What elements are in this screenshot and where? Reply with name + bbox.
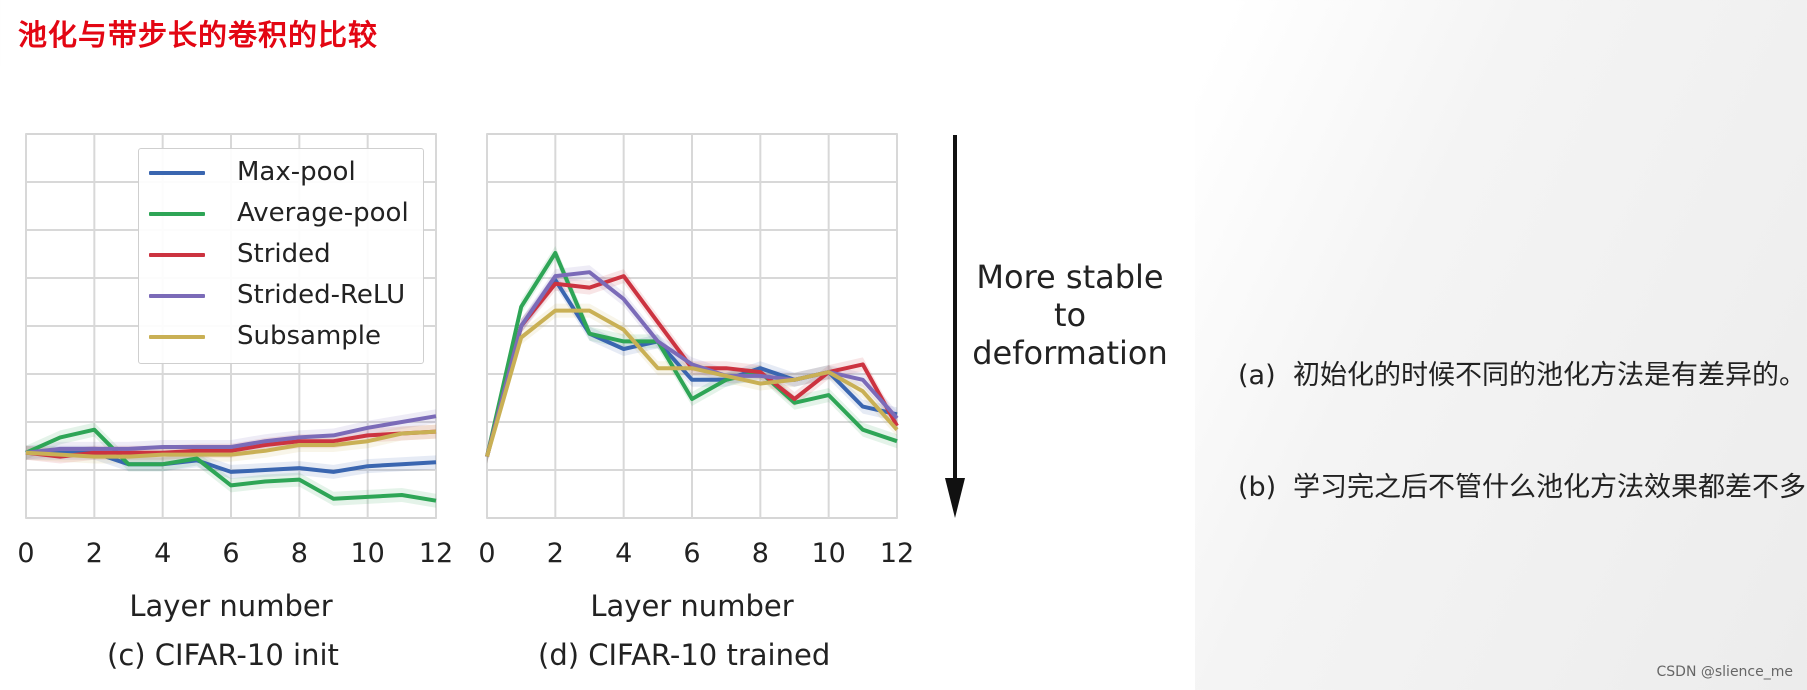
series-line-subsample <box>25 429 437 459</box>
series-band <box>487 272 897 464</box>
legend-swatch-strided <box>149 253 205 257</box>
x-tick-label: 2 <box>547 538 564 569</box>
x-tick-label: 12 <box>419 538 453 569</box>
chart-d-caption: (d) CIFAR-10 trained <box>538 638 831 672</box>
series-line-average-pool <box>485 251 898 458</box>
page-title: 池化与带步长的卷积的比较 <box>18 18 379 52</box>
x-tick-label: 4 <box>154 538 171 569</box>
legend-swatch-strided-relu <box>149 294 205 298</box>
series-band <box>487 246 897 464</box>
legend-label: Strided <box>237 239 331 269</box>
arrow-label-line: to <box>1053 296 1087 334</box>
note-b: (b) 学习完之后不管什么池化方法效果都差不多。 <box>1238 470 1807 550</box>
note-a: (a) 初始化的时候不同的池化方法是有差异的。 <box>1238 358 1807 438</box>
legend-label: Average-pool <box>237 198 409 228</box>
series-line-subsample <box>485 308 899 458</box>
legend-swatch-max-pool <box>149 171 205 175</box>
x-tick-label: 10 <box>350 538 384 569</box>
arrow-label-line: More stable <box>976 258 1164 296</box>
x-tick-label: 8 <box>291 538 308 569</box>
legend-label: Max-pool <box>237 157 356 187</box>
series-band <box>26 422 436 508</box>
x-tick-label: 2 <box>86 538 103 569</box>
arrow-label-line: deformation <box>972 334 1168 372</box>
note-text: 学习完之后不管什么池化方法效果都差不多。 <box>1293 472 1807 503</box>
stability-arrow <box>945 135 965 518</box>
series-line-strided-relu <box>25 414 437 455</box>
x-tick-label: 6 <box>683 538 700 569</box>
chart-d-trained: 0 2 4 6 8 10 12 Layer number <box>478 133 914 623</box>
legend-label: Subsample <box>237 321 382 351</box>
note-label: (b) <box>1238 472 1277 503</box>
x-tick-label: 10 <box>811 538 845 569</box>
series-line-average-pool <box>25 427 437 503</box>
x-tick-label: 4 <box>615 538 632 569</box>
note-text: 初始化的时候不同的池化方法是有差异的。 <box>1293 360 1806 391</box>
note-label: (a) <box>1238 360 1276 391</box>
legend-swatch-subsample <box>149 335 205 339</box>
chart-c-caption: (c) CIFAR-10 init <box>107 638 339 672</box>
x-tick-label: 12 <box>880 538 914 569</box>
x-tick-label: 8 <box>752 538 769 569</box>
x-tick-label: 0 <box>478 538 495 569</box>
x-axis-label: Layer number <box>590 589 793 623</box>
series-line-strided <box>25 429 437 459</box>
legend-swatch-average-pool <box>149 212 205 216</box>
x-axis-label: Layer number <box>129 589 332 623</box>
chart-c-legend: Max-pool Average-pool Strided Strided-Re… <box>138 148 424 364</box>
watermark: CSDN @slience_me <box>1656 664 1794 680</box>
arrow-label: More stable to deformation <box>960 258 1180 372</box>
legend-label: Strided-ReLU <box>237 280 406 310</box>
x-tick-label: 6 <box>222 538 239 569</box>
x-tick-label: 0 <box>17 538 34 569</box>
